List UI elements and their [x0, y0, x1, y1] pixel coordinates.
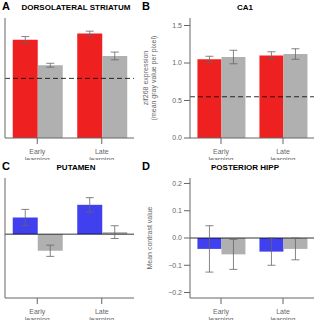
- svg-text:Earlylearning: Earlylearning: [209, 148, 234, 160]
- html-text:C: C: [2, 160, 10, 172]
- svg-text:Earlylearning: Earlylearning: [209, 308, 234, 320]
- svg-text:Latelearning: Latelearning: [271, 148, 296, 160]
- svg-text:0.1: 0.1: [172, 207, 182, 214]
- html-text:zif268 expression: zif268 expression: [142, 50, 149, 106]
- html-text:DORSOLATERAL STRIATUM: DORSOLATERAL STRIATUM: [21, 3, 131, 12]
- svg-text:1.5: 1.5: [172, 22, 182, 29]
- svg-text:Latelearning: Latelearning: [271, 308, 296, 320]
- svg-text:Latelearning: Latelearning: [89, 308, 114, 320]
- svg-text:0.0: 0.0: [172, 134, 182, 141]
- html-text:B: B: [142, 0, 150, 12]
- svg-text:0.0: 0.0: [172, 234, 182, 241]
- html-text:CA1: CA1: [237, 3, 253, 12]
- svg-text:−0.1: −0.1: [168, 262, 182, 269]
- html-text:PUTAMEN: PUTAMEN: [56, 163, 96, 172]
- svg-text:Latelearning: Latelearning: [89, 148, 114, 160]
- html-text:Mean contrast value: Mean contrast value: [146, 206, 153, 270]
- html-text:POSTERIOR HIPP: POSTERIOR HIPP: [211, 163, 279, 172]
- html-text:D: D: [142, 160, 150, 172]
- svg-text:Earlylearning: Earlylearning: [25, 308, 50, 320]
- svg-text:Earlylearning: Earlylearning: [25, 148, 50, 160]
- svg-text:0.5: 0.5: [172, 97, 182, 104]
- html-text:A: A: [2, 0, 10, 12]
- html-text:(mean gray value per pixel): (mean gray value per pixel): [150, 35, 157, 121]
- svg-text:1.0: 1.0: [172, 59, 182, 66]
- svg-text:0.2: 0.2: [172, 180, 182, 187]
- svg-text:−0.2: −0.2: [168, 289, 182, 296]
